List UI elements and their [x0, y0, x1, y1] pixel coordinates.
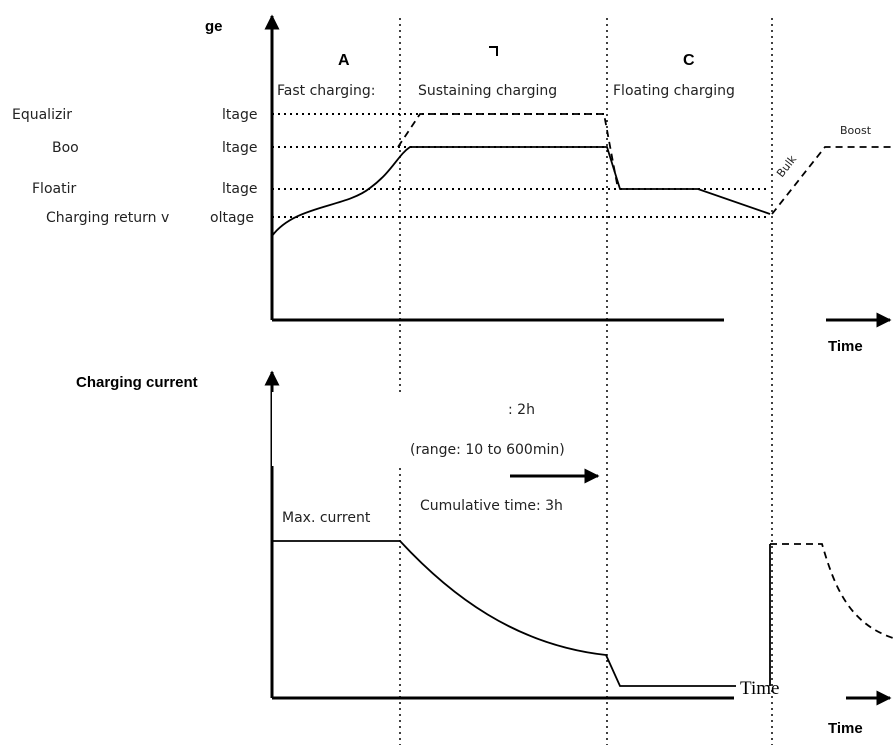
bulk-boost-curve	[771, 146, 893, 215]
voltage-label-mask	[90, 98, 198, 218]
stage-label-c: C	[683, 52, 695, 69]
level-label-return-left: Charging return v	[46, 210, 169, 226]
phase-fast-charging: Fast charging:	[277, 83, 376, 99]
boost-label: Boost	[840, 124, 872, 137]
voltage-time-label: Time	[828, 338, 863, 355]
level-label-boost-right: ltage	[222, 140, 257, 156]
voltage-axis-label: ge	[205, 18, 223, 35]
current-label-mask-2	[402, 394, 508, 416]
stage-b-partial-glyph	[489, 46, 498, 56]
level-label-floating-right: ltage	[222, 181, 257, 197]
phase-floating-charging: Floating charging	[613, 83, 735, 99]
duration-text: : 2h	[508, 402, 535, 418]
level-label-equalizing-right: ltage	[222, 107, 257, 123]
level-label-floating-left: Floatir	[32, 181, 76, 197]
current-time-label: Time	[828, 720, 863, 737]
equalizing-voltage-curve	[397, 113, 619, 190]
range-text: (range: 10 to 600min)	[410, 442, 565, 458]
phase-sustaining-charging: Sustaining charging	[418, 83, 557, 99]
current-dashed-curve	[770, 543, 893, 639]
current-time-label-serif: Time	[740, 678, 779, 699]
stage-label-a: A	[338, 52, 350, 69]
max-current-label: Max. current	[282, 510, 371, 526]
level-label-boost-left: Boo	[52, 140, 79, 156]
voltage-label-mask-2	[82, 16, 210, 52]
current-label-mask-3	[70, 364, 210, 378]
current-axis-label: Charging current	[76, 374, 198, 391]
level-label-equalizing-left: Equalizir	[12, 107, 72, 123]
current-label-mask	[272, 392, 410, 466]
bulk-label: Bulk	[774, 152, 799, 179]
level-label-return-right: oltage	[210, 210, 254, 226]
cumulative-time-text: Cumulative time: 3h	[420, 498, 563, 514]
current-curve	[272, 540, 736, 687]
voltage-curve	[271, 146, 771, 237]
